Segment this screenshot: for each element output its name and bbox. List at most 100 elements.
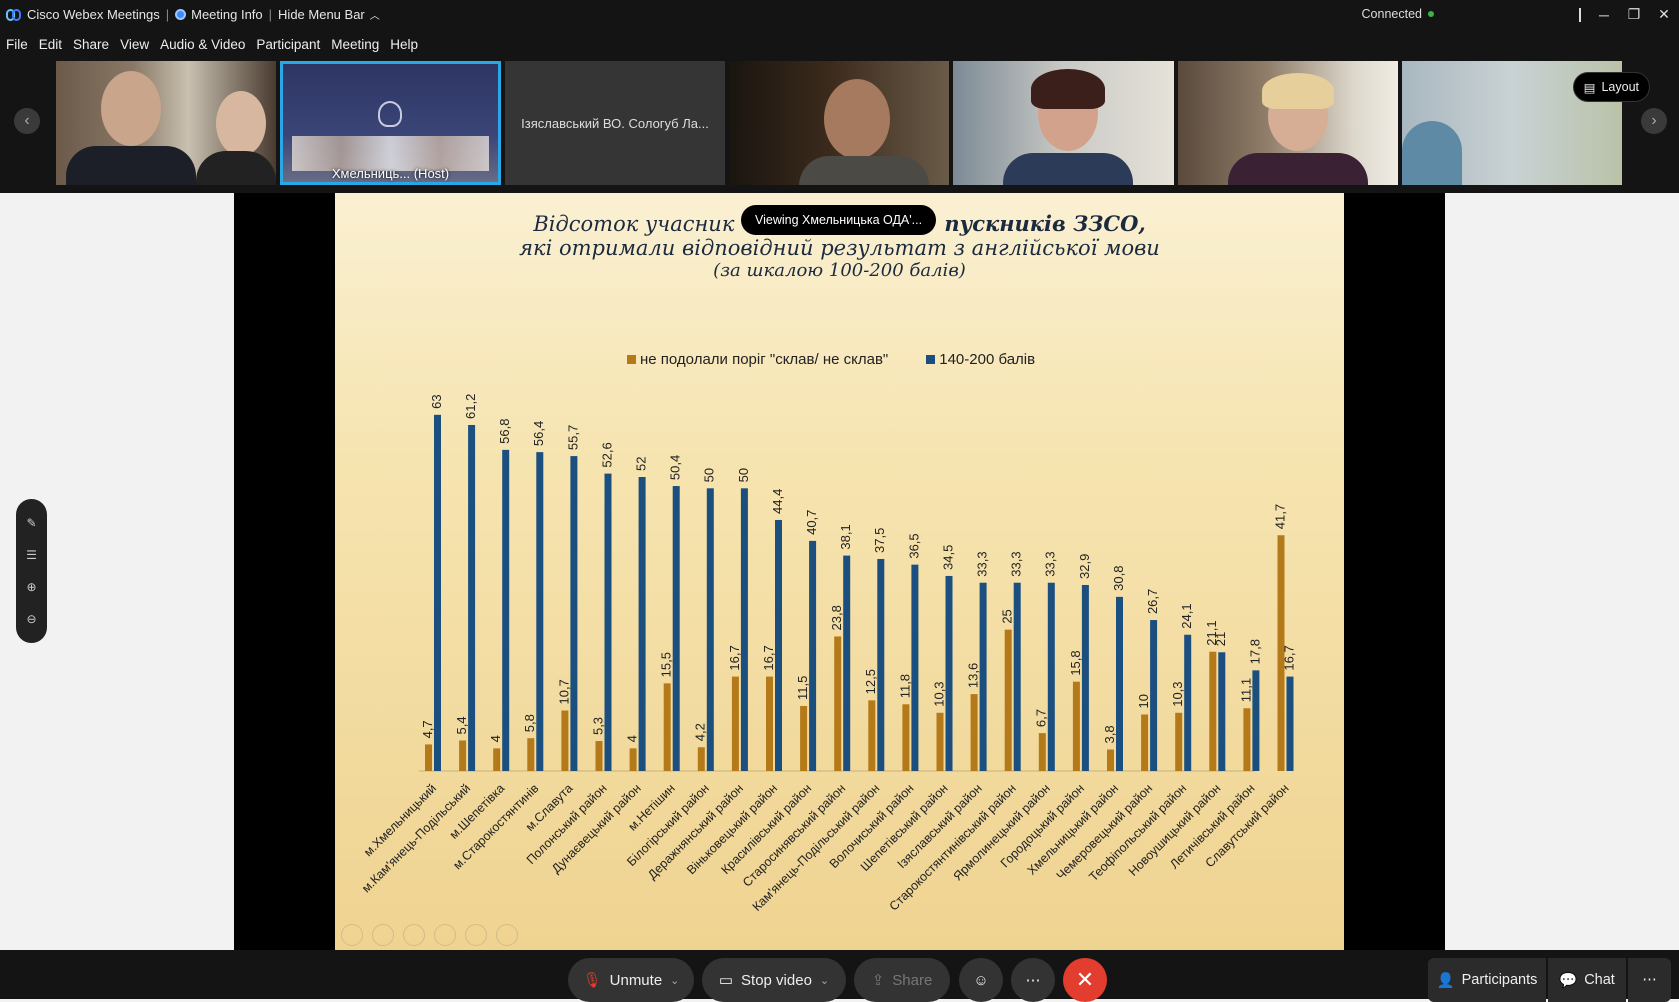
- reactions-button[interactable]: ☺: [959, 958, 1003, 1002]
- bar: [1004, 629, 1012, 771]
- chevron-right-icon[interactable]: ›: [1641, 108, 1667, 134]
- annotate-icon[interactable]: ✎: [26, 516, 37, 530]
- zoom-out-icon[interactable]: ⊖: [26, 612, 37, 626]
- menu-bar: File Edit Share View Audio & Video Parti…: [0, 29, 1679, 60]
- chart-legend: не подолали поріг "склав/ не склав" 140-…: [627, 351, 1035, 368]
- chevron-down-icon: ⌄: [819, 974, 830, 987]
- legend-swatch: [926, 355, 936, 364]
- info-icon: [175, 9, 187, 20]
- data-label: 5,8: [522, 714, 537, 732]
- more-icon: ⋯: [1642, 972, 1657, 988]
- data-label: 13,6: [966, 663, 981, 688]
- participant-body: [1003, 153, 1133, 185]
- data-label: 37,5: [872, 528, 887, 553]
- title-bar: Cisco Webex Meetings | Meeting Info | Hi…: [0, 0, 1679, 29]
- menu-share[interactable]: Share: [73, 37, 110, 52]
- data-label: 16,7: [727, 645, 742, 670]
- menu-file[interactable]: File: [6, 37, 28, 52]
- video-tile[interactable]: [56, 61, 276, 185]
- end-call-button[interactable]: ✕: [1063, 958, 1107, 1002]
- slide-toolbar: [341, 924, 518, 946]
- more-panels-button[interactable]: ⋯: [1628, 958, 1671, 1002]
- video-tile-no-video[interactable]: Ізяславський ВО. Сологуб Ла...: [505, 61, 725, 185]
- legend-label: не подолали поріг "склав/ не склав": [640, 351, 889, 368]
- video-tile[interactable]: [729, 61, 949, 185]
- participant-partial: [1402, 121, 1462, 185]
- bar: [1116, 596, 1123, 771]
- bar: [1184, 634, 1192, 771]
- data-label: 32,9: [1077, 554, 1092, 579]
- chat-button[interactable]: 💬 Chat: [1548, 958, 1626, 1002]
- data-label: 56,4: [531, 421, 546, 446]
- microphone-muted-icon: 🎙: [582, 972, 602, 989]
- bar: [1209, 651, 1217, 771]
- layout-button[interactable]: ▤ Layout: [1572, 72, 1650, 102]
- menu-audio-video[interactable]: Audio & Video: [160, 37, 246, 52]
- data-label: 33,3: [1009, 551, 1024, 576]
- participant-name-label: Ізяславський ВО. Сологуб Ла...: [521, 115, 709, 131]
- more-options-button[interactable]: ⋯: [1011, 958, 1055, 1002]
- data-label: 34,5: [940, 545, 955, 570]
- data-label: 15,8: [1068, 650, 1083, 675]
- participants-label: Participants: [1461, 972, 1538, 988]
- data-label: 5,4: [454, 716, 469, 734]
- bar: [740, 488, 748, 771]
- share-button[interactable]: ⇪ Share: [854, 958, 950, 1002]
- video-tile[interactable]: [953, 61, 1174, 185]
- data-label: 21: [1213, 632, 1228, 646]
- minimize-icon[interactable]: ─: [1599, 6, 1609, 23]
- remote-control-icon[interactable]: ☰: [26, 548, 37, 562]
- host-name-label: Хмельниць... (Host): [331, 166, 450, 181]
- meeting-info-label: Meeting Info: [191, 7, 263, 22]
- video-tile-host[interactable]: Хмельниць... (Host): [280, 61, 501, 185]
- camera-icon: ▭: [718, 972, 734, 989]
- data-label: 50,4: [668, 455, 683, 480]
- share-icon: ⇪: [871, 972, 885, 989]
- bar: [1243, 708, 1251, 771]
- hide-menu-bar-button[interactable]: Hide Menu Bar ︿: [278, 7, 380, 22]
- bar: [425, 744, 432, 771]
- bar: [731, 676, 739, 771]
- connection-status: Connected: [1362, 7, 1434, 21]
- video-tile[interactable]: [1178, 61, 1398, 185]
- app-name: Cisco Webex Meetings: [27, 7, 160, 22]
- chevron-left-icon[interactable]: ‹: [14, 108, 40, 134]
- menu-participant[interactable]: Participant: [256, 37, 321, 52]
- data-label: 11,8: [897, 674, 912, 698]
- menu-meeting[interactable]: Meeting: [331, 37, 380, 52]
- unmute-button[interactable]: 🎙 Unmute ⌄: [568, 958, 694, 1002]
- meeting-info-button[interactable]: Meeting Info: [175, 7, 263, 22]
- bar: [459, 740, 467, 771]
- legend-item: 140-200 балів: [926, 351, 1035, 368]
- menu-edit[interactable]: Edit: [38, 37, 63, 52]
- data-label: 16,7: [1281, 645, 1296, 670]
- data-label: 52,6: [599, 442, 614, 467]
- data-label: 23,8: [829, 605, 844, 630]
- data-label: 44,4: [770, 489, 785, 514]
- slide-tool-icon: [341, 924, 363, 946]
- bar: [809, 540, 817, 771]
- close-icon[interactable]: ✕: [1658, 6, 1670, 22]
- bar: [672, 486, 680, 771]
- bar: [706, 488, 714, 771]
- participant-hair: [1031, 69, 1105, 109]
- participants-button[interactable]: 👤 Participants: [1428, 958, 1546, 1002]
- bar: [1218, 652, 1226, 771]
- data-label: 26,7: [1145, 589, 1160, 614]
- data-label: 24,1: [1179, 603, 1194, 628]
- bar: [604, 473, 612, 771]
- slide-tool-icon: [496, 924, 518, 946]
- divider: |: [268, 7, 273, 22]
- data-label: 63: [429, 394, 444, 408]
- bar: [877, 558, 885, 771]
- menu-help[interactable]: Help: [390, 37, 419, 52]
- data-label: 4: [625, 735, 640, 742]
- audience: [292, 136, 489, 171]
- menu-view[interactable]: View: [120, 37, 150, 52]
- legend-swatch: [627, 355, 636, 364]
- bar: [561, 710, 569, 771]
- zoom-in-icon[interactable]: ⊕: [26, 580, 37, 594]
- title-part: пускників ЗЗСО,: [944, 211, 1146, 236]
- stop-video-button[interactable]: ▭ Stop video ⌄: [702, 958, 846, 1002]
- restore-icon[interactable]: ❐: [1627, 6, 1641, 22]
